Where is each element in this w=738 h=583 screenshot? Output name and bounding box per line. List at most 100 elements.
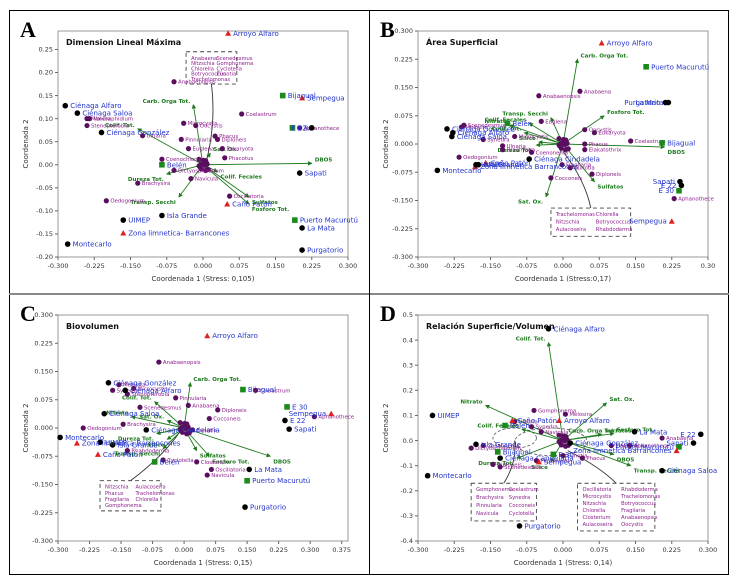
site-label: Caño Patón	[232, 200, 272, 208]
taxon-label: Ulnaria	[147, 134, 166, 140]
site-label: Montecarlo	[65, 434, 104, 442]
taxon-label: Aphanothece	[678, 197, 714, 203]
site-label: E 30	[292, 403, 308, 411]
site-label: Belén	[512, 120, 532, 128]
site-point	[444, 126, 450, 132]
taxon-point	[531, 407, 537, 414]
y-tick-label: -0.05	[36, 184, 53, 192]
site-label: Sempegua	[629, 218, 667, 226]
env-vector-label: Sat. Ox.	[518, 200, 543, 206]
site-label: Arroyo Alfaro	[233, 30, 279, 38]
panel-b: B -0.300 -0.225 -0.150 -0.075 0.000 0.075 0.15…	[370, 11, 730, 294]
taxon-label: Brachysira	[127, 422, 156, 428]
x-tick-label: -0.300	[48, 262, 69, 270]
site-label: UIMEP	[481, 161, 503, 169]
site-label: La Mata	[636, 99, 664, 107]
env-vector-label: DBO5	[617, 457, 635, 463]
y-tick-label: 0.5	[403, 311, 413, 319]
site-label: UIMEP	[438, 412, 460, 420]
y-tick-label: 0.300	[34, 311, 53, 319]
site-point	[556, 417, 563, 423]
env-vector-label: Surfatos	[605, 428, 632, 434]
taxon-label: Eukaryota	[598, 131, 625, 137]
site-point	[497, 455, 503, 461]
site-label: Zona limnetica- Barrancones	[128, 230, 229, 238]
taxon-label: Pinnularia	[185, 137, 212, 143]
nmds-biplot-a: -0.300 -0.225 -0.150 -0.075 0.000 0.075 0.150 0…	[22, 30, 358, 283]
taxon-label: Gomphonema	[538, 408, 576, 414]
taxon-point	[193, 122, 199, 129]
env-vector-label: Colif. Fecales	[221, 175, 263, 181]
taxon-label: Synedra	[487, 137, 509, 143]
y-tick-label: 0.1	[403, 412, 413, 420]
taxon-label: Phacus	[219, 134, 238, 140]
site-point	[289, 125, 296, 131]
site-label: Sempegua	[544, 458, 582, 466]
y-tick-label: -0.150	[392, 197, 413, 205]
y-tick-label: 0.150	[34, 368, 53, 376]
nmds-biplot-b: -0.300 -0.225 -0.150 -0.075 0.000 0.075 0.150 0…	[382, 27, 715, 283]
chart-title: Área Superficial	[426, 36, 498, 47]
y-tick-label: 0.225	[34, 339, 53, 347]
env-vector-arrow	[562, 402, 608, 441]
site-label: Ciénaga Alfaro	[70, 102, 121, 110]
env-vector-arrow	[562, 58, 580, 145]
taxon-point	[171, 79, 177, 85]
callout-taxon-label: Pinnularia	[476, 503, 502, 509]
site-point	[429, 412, 436, 419]
taxon-point	[84, 116, 90, 122]
env-vector-arrow	[191, 104, 204, 165]
site-point	[101, 410, 108, 417]
y-tick-label: 0.2	[403, 387, 413, 395]
taxon-point	[252, 387, 259, 393]
site-point	[120, 230, 127, 236]
callout-connector	[567, 450, 617, 484]
y-tick-label: 0.300	[394, 27, 413, 35]
taxon-point	[311, 414, 317, 420]
taxon-point	[458, 124, 465, 130]
x-tick-label: -0.300	[48, 546, 69, 554]
callout-box	[99, 480, 162, 512]
site-point	[504, 120, 511, 127]
y-tick-label: 0.225	[394, 55, 413, 63]
taxon-label: Elakatothrix	[589, 148, 622, 154]
y-tick-label: -0.15	[36, 230, 53, 238]
nmds-biplot-d: -0.300 -0.225 -0.150 -0.075 0.000 0.075 0.150 0…	[382, 311, 717, 567]
site-point	[697, 431, 704, 438]
callout-taxon-label: Gomphonema	[476, 487, 513, 493]
taxon-cluster-point	[562, 147, 569, 153]
taxon-label: Brachysira	[142, 181, 171, 187]
taxon-label: Scenedesmus	[144, 405, 182, 411]
callout-connector	[130, 431, 181, 482]
site-label: Ciénaga Alfaro	[458, 129, 509, 137]
taxon-label: Rhabdoderma	[131, 449, 169, 455]
taxon-label: Oocystis	[589, 128, 612, 134]
site-point	[494, 449, 501, 455]
taxon-label: Coenochloris	[166, 157, 201, 163]
site-point	[424, 472, 431, 479]
site-point	[567, 440, 574, 446]
site-label: Ciénaga Saloa	[109, 410, 159, 418]
chart-title: Biovolumen	[66, 322, 119, 331]
env-vector-arrow	[130, 415, 185, 429]
site-point	[120, 217, 127, 223]
site-label: Isla Grande	[481, 441, 521, 449]
site-point	[509, 417, 516, 423]
site-label: La Mata	[640, 428, 668, 436]
taxon-point	[185, 146, 192, 152]
site-point	[242, 504, 248, 510]
taxon-point	[591, 130, 598, 136]
taxon-label: Phacotus	[229, 156, 254, 162]
y-tick-label: 0.150	[394, 84, 413, 92]
y-tick-label: -0.150	[32, 481, 53, 489]
env-vector-label: Carb. Orga Tot.	[581, 53, 629, 59]
y-tick-label: -0.4	[400, 537, 413, 545]
taxon-label: Diploneis	[222, 137, 247, 143]
taxon-label: Scenedesmus	[468, 123, 506, 129]
taxon-point	[131, 385, 137, 392]
taxon-point	[116, 382, 122, 388]
callout-taxon-label: Gomphonema	[216, 61, 253, 67]
site-label: Ciénaga Candelaria	[151, 426, 220, 434]
site-point	[598, 40, 605, 46]
taxon-point	[548, 175, 554, 181]
